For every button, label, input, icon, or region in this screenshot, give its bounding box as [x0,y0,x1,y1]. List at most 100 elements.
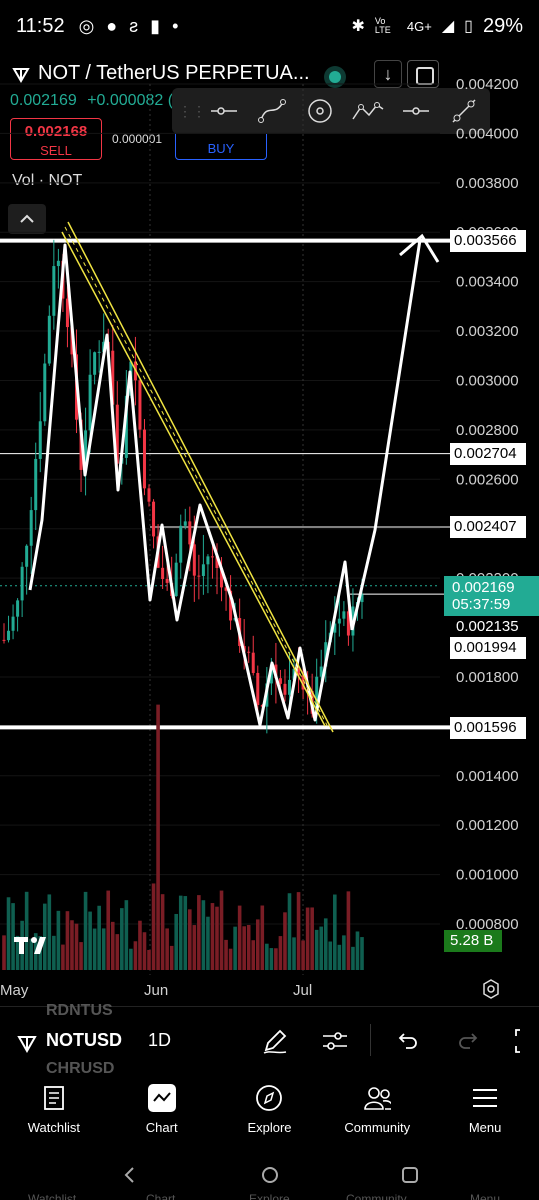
nav-watchlist[interactable]: Watchlist [0,1074,108,1150]
volume-bar [269,948,274,970]
candle-body [215,556,219,568]
candle-body [142,429,146,489]
circle-tool[interactable] [296,88,344,134]
candle-body [206,556,210,565]
last-price: 0.002169 [10,92,77,109]
volume-bar [106,890,111,970]
redo-icon [459,1033,478,1049]
sell-button[interactable]: 0.002168 SELL [10,118,102,160]
prev-symbol[interactable]: RDNTUS [46,1002,113,1019]
file-icon: ▮ [150,15,161,36]
drag-handle-icon[interactable]: ⋮⋮ [178,102,206,119]
candle-body [88,374,92,431]
volume-bar [138,920,142,970]
price-tick-label: 0.000800 [456,916,519,933]
level-label-2135: 0.002135 [456,618,519,635]
path-tool[interactable] [344,88,392,134]
price-tick-label: 0.004000 [456,125,519,142]
volume-bar [201,900,206,970]
horizontal-ray-tool[interactable] [392,88,440,134]
volume-bar [333,894,337,970]
sell-price: 0.002168 [24,123,88,140]
price-tick-label: 0.003000 [456,372,519,389]
volume-bar [215,906,219,970]
volume-bar [278,936,283,970]
symbol-selector[interactable]: NOTUSD [46,1030,122,1050]
horizontal-line-tool[interactable] [200,88,248,134]
status-bar: 11:52 ◎ ● ƨ ▮ • ✱ Vo LTE 4G+ ◢ ▯ 29% [0,0,539,52]
candle-body [319,666,323,677]
curve-tool[interactable] [248,88,296,134]
ghost-nav-menu: Menu [470,1192,501,1200]
nav-explore[interactable]: Explore [216,1074,324,1150]
price-tick-label: 0.003200 [456,323,519,340]
volume-bar [147,949,151,970]
volume-bar [151,883,156,970]
redo-button[interactable] [452,1024,486,1058]
volume-bar [206,916,210,970]
symbol-title-text: NOT / TetherUS PERPETUA... [38,62,310,84]
volume-bar [156,704,160,970]
candle-body [56,260,60,267]
level-badge-1994: 0.001994 [450,637,526,659]
expand-icon [515,1029,520,1053]
volume-bar [124,900,129,970]
download-icon[interactable]: ↓ [374,60,402,88]
volume-bar [70,920,74,970]
recents-icon[interactable] [400,1165,420,1185]
indicator-label[interactable]: Vol · NOT [12,172,83,189]
candle-body [179,525,183,563]
fullscreen-chart-button[interactable] [510,1024,539,1058]
candle-body [147,488,151,502]
candle-body [152,501,156,537]
system-nav [0,1150,539,1200]
candle-body [360,594,364,603]
signal-label: 4G+ [406,18,432,34]
candle-body [283,683,287,695]
price-tick-label: 0.002800 [456,422,519,439]
status-right: ✱ Vo LTE 4G+ ◢ ▯ 29% [352,15,524,38]
back-icon[interactable] [120,1165,140,1185]
home-icon[interactable] [260,1165,280,1185]
toolbar-separator [370,1024,371,1056]
candle-body [165,578,169,583]
timeframe-selector[interactable]: 1D [148,1030,172,1050]
volume-bar [224,939,228,970]
trend-line-mid [64,226,330,730]
candle-body [11,616,15,631]
circle-icon [308,99,332,123]
next-symbol[interactable]: CHRUSD [46,1060,115,1077]
projection-arrowhead [399,233,440,263]
level-badge-2704: 0.002704 [450,443,526,465]
volume-bar [52,935,56,970]
candle-body [251,652,255,673]
candle-body [111,350,115,405]
price-tick-label: 0.004200 [456,76,519,93]
collapse-indicators-button[interactable] [8,204,46,234]
volte-label: Vo LTE [374,16,391,35]
dot-icon: • [172,15,179,36]
candle-body [183,521,187,526]
price-tick-label: 0.003400 [456,274,519,291]
volume-bars [2,704,364,970]
undo-button[interactable] [390,1024,424,1058]
volume-bar [42,903,47,970]
battery-level: 29% [482,14,523,37]
current-price-badge: 0.002169 05:37:59 [444,576,539,616]
indicators-button[interactable] [318,1024,352,1058]
volume-bar [255,919,260,970]
volume-bar [133,941,138,970]
nav-community[interactable]: Community [323,1074,431,1150]
volume-bar [265,943,269,970]
symbol-title[interactable]: NOT / TetherUS PERPETUA... [12,62,310,85]
nav-menu[interactable]: Menu [431,1074,539,1150]
volume-bar [187,909,192,970]
market-status-icon[interactable] [324,66,346,88]
nav-chart[interactable]: Chart [108,1074,216,1150]
price-chart[interactable]: 0.0042000.0040000.0038000.0036000.003400… [0,0,539,980]
chart-settings-icon[interactable] [480,978,502,1000]
candle-body [65,298,69,328]
draw-button[interactable] [258,1024,292,1058]
undo-icon [398,1033,417,1049]
trend-line-tool[interactable] [440,88,488,134]
